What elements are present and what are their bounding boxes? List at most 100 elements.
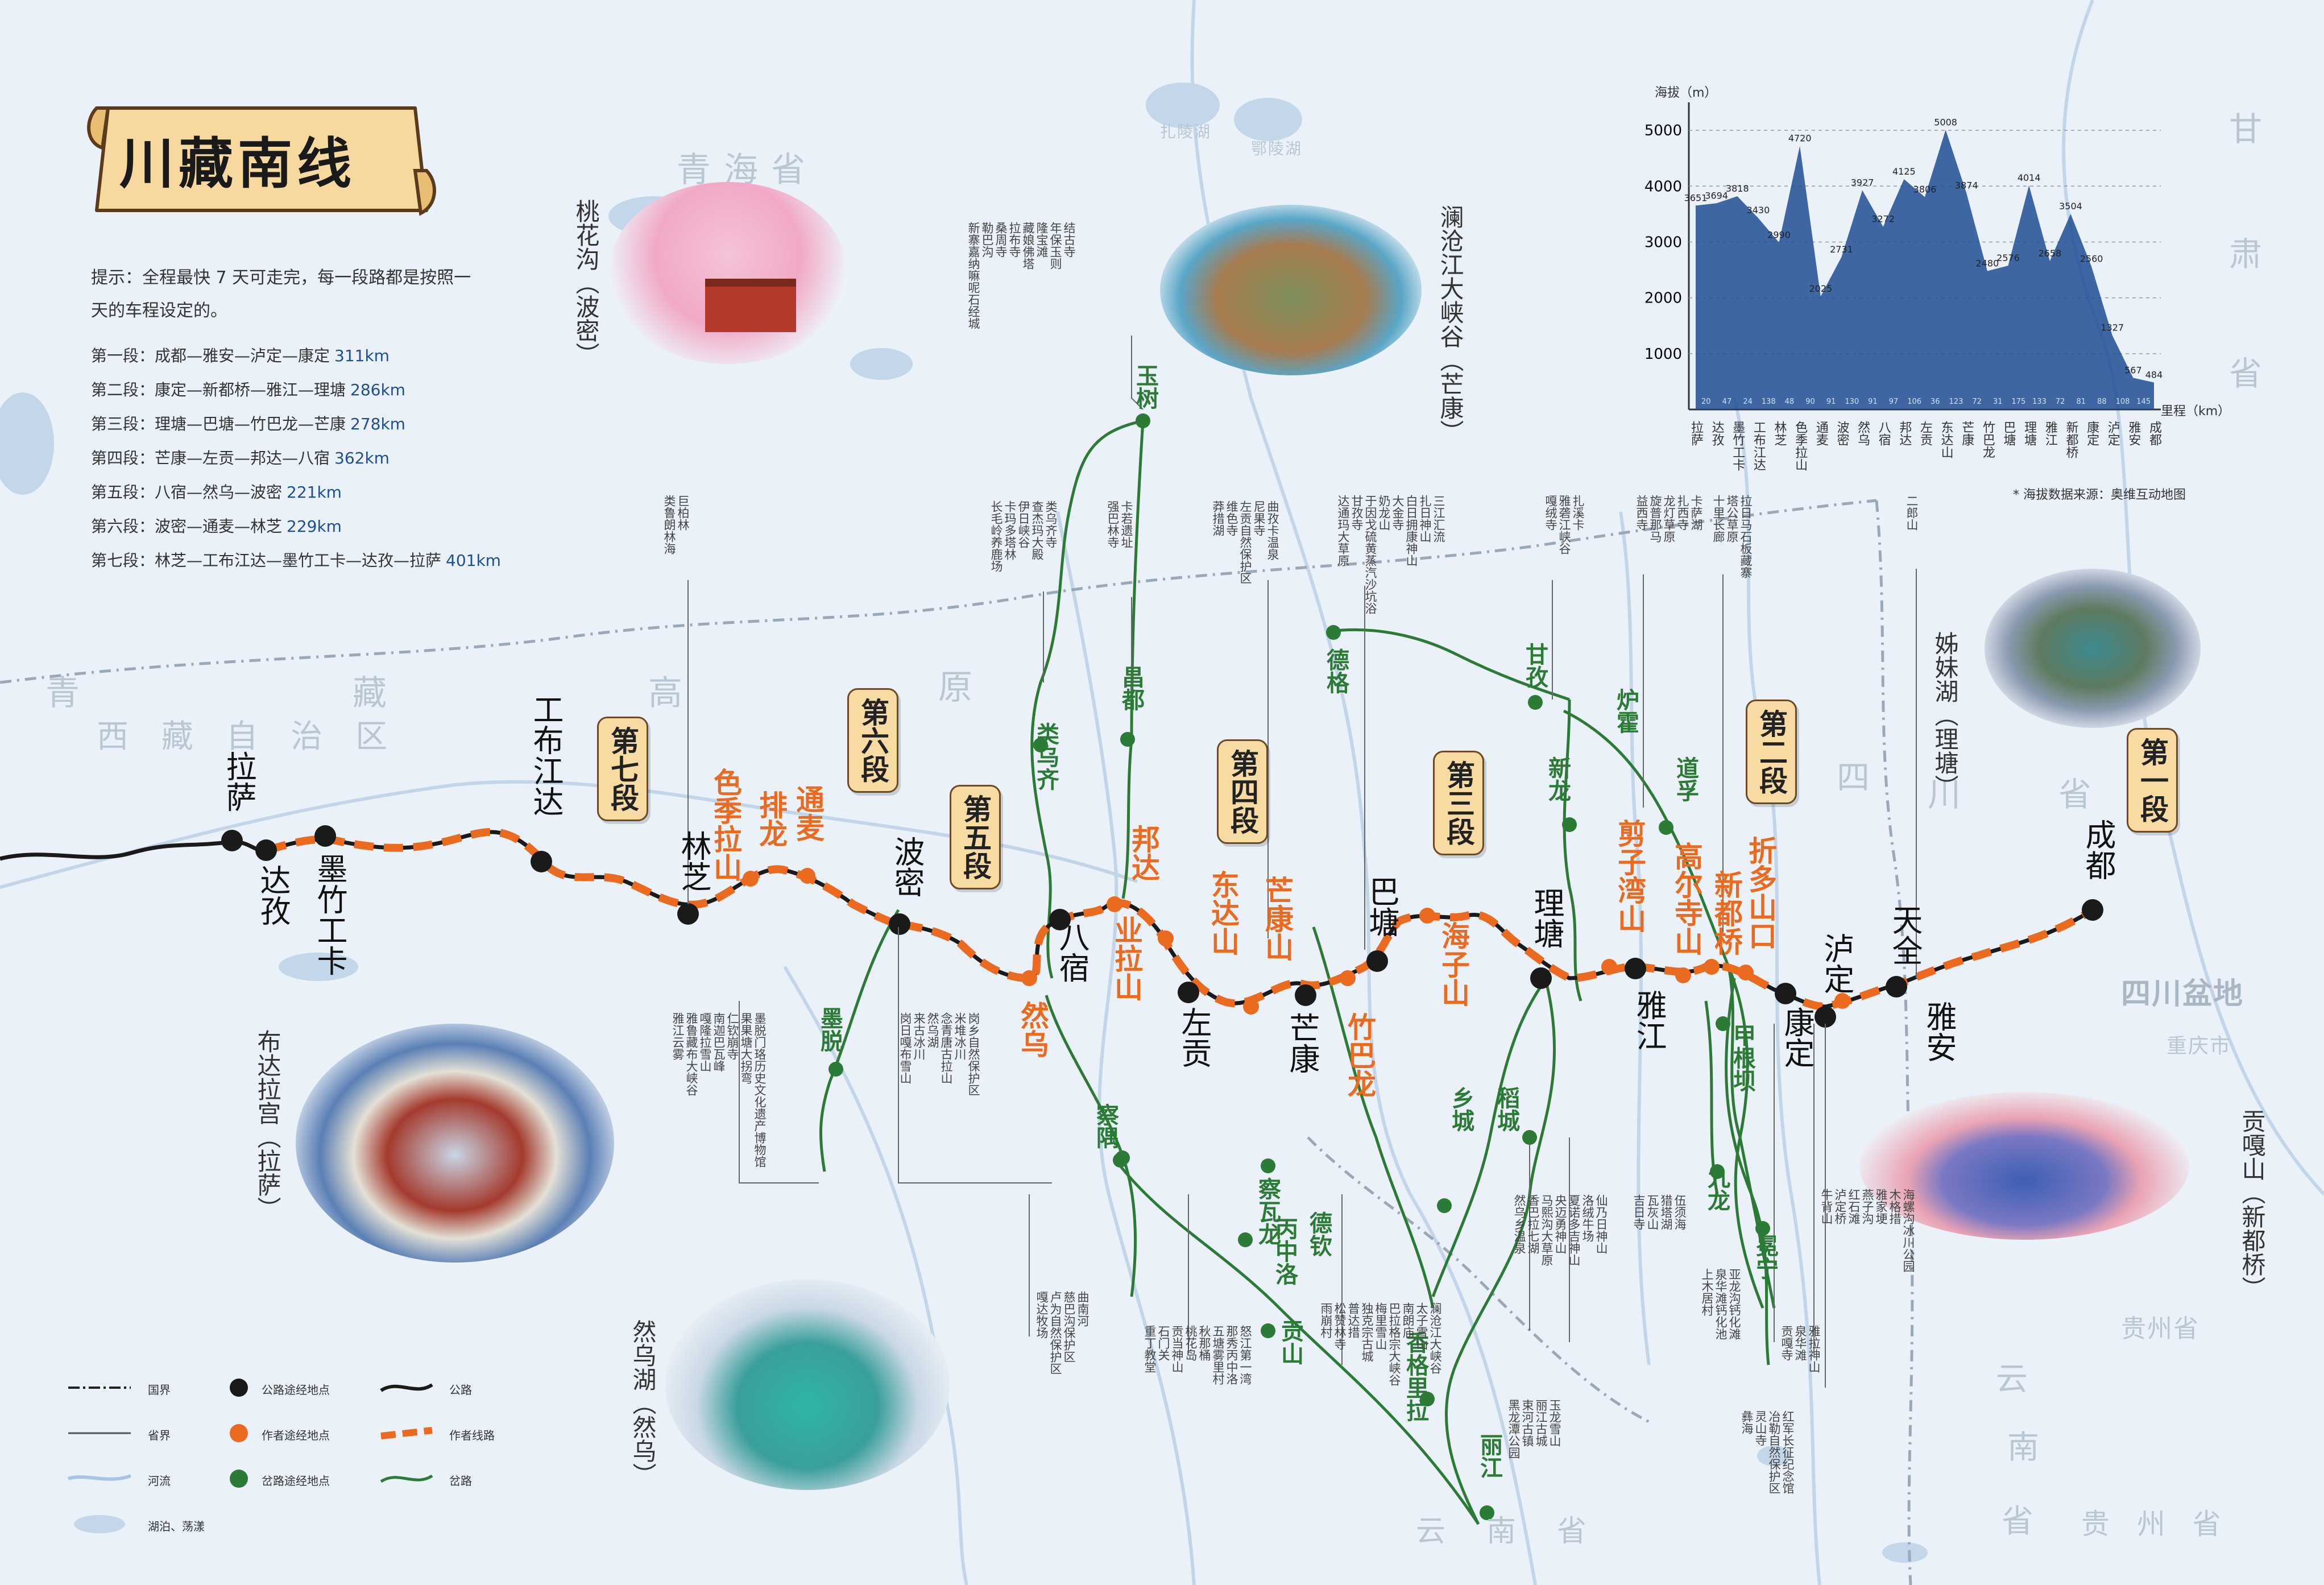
province-borders (0, 499, 1914, 1585)
elevation-mileage-label: 88 (2097, 398, 2107, 406)
elevation-value-label: 3818 (1726, 183, 1749, 194)
poi-chayu: 曲南河 慈巴沟保护区 卢为自然保护区 嘎达牧场 (1035, 1291, 1089, 1375)
author-stop-tongmai: 通麦 (792, 785, 825, 842)
stop-batang: 巴塘 (1364, 876, 1399, 937)
dot-zuogong (1178, 982, 1199, 1003)
author-stop-sejila: 色季拉山 (709, 768, 742, 882)
branch-stop-jiulong: 九龙 (1704, 1166, 1730, 1211)
stop-chengdu: 成都 (2080, 819, 2116, 880)
legend-label-branch-road: 岔路 (449, 1474, 472, 1488)
elevation-place-label: 东达山 (1938, 421, 1953, 458)
region-su: 肃 (2229, 235, 2264, 274)
caption-gongga: 贡嘎山（新都桥） (2238, 1109, 2266, 1300)
segment-label: 第四段：芒康—左贡—邦达—八宿 (91, 449, 330, 467)
branch-stop-gongshan: 贡山 (1277, 1319, 1303, 1365)
elevation-place-label: 成都 (2147, 421, 2161, 446)
elevation-xlabel: 里程（km） (2161, 404, 2230, 419)
author-stop-ranwu: 然乌 (1016, 1001, 1049, 1058)
elevation-place-label: 康定 (2085, 421, 2099, 446)
elevation-value-label: 2658 (2038, 248, 2061, 259)
branch-stop-xiangcheng: 乡城 (1448, 1086, 1474, 1132)
stop-mozhugongka: 墨竹工卡 (312, 853, 347, 976)
poi-yushu: 结古寺 年保玉则 隆宝滩 藏娘佛塔 拉布寺 桑周寺 勒巴沟 新寨嘉纳嘛呢石经城 (967, 222, 1076, 329)
segment-km: 221km (287, 483, 342, 502)
photo-taohuagou (608, 182, 847, 364)
author-stop-dongdashan: 东达山 (1207, 870, 1240, 955)
poi-changdu: 卡若遗址 强巴林寺 (1106, 500, 1133, 548)
stop-bomi: 波密 (889, 836, 925, 897)
elevation-place-label: 达孜 (1709, 421, 1724, 446)
region-nan: 南 (2007, 1429, 2040, 1466)
poi-jiagenba: 亚龙沟钙化滩 泉华滩钙化池 上木居村 (1700, 1268, 1741, 1340)
author-stop-gaoersi: 高尔寺山 (1670, 842, 1703, 955)
branch-stop-changdu: 昌都 (1118, 665, 1144, 711)
author-stop-yelashan: 业拉山 (1110, 916, 1143, 1001)
elevation-value-label: 484 (2145, 369, 2163, 380)
branch-stop-lijiang: 丽江 (1476, 1433, 1502, 1479)
author-route (266, 827, 2095, 1011)
tip-line-2: 天的车程设定的。 (91, 301, 227, 321)
segment-row-7: 第七段：林芝—工布江达—墨竹工卡—达孜—拉萨 401km (91, 544, 563, 578)
elevation-value-label: 2990 (1767, 229, 1791, 240)
segment-km: 401km (446, 551, 501, 570)
branch-stop-jiagenba: 甲根坝 (1729, 1024, 1755, 1092)
branch-stop-mianning: 冕宁 (1752, 1234, 1778, 1280)
elevation-value-label: 2480 (1976, 258, 1999, 269)
elevation-value-label: 3927 (1851, 177, 1874, 188)
caption-ranwuhu: 然乌湖（然乌） (629, 1319, 657, 1487)
elevation-mileage-label: 145 (2136, 398, 2151, 406)
elevation-yticks: 1000 2000 3000 4000 5000 (1644, 122, 1682, 363)
elevation-place-label: 波密 (1834, 421, 1849, 446)
elevation-mileage-label: 133 (2032, 398, 2047, 406)
segment-label: 第七段：林芝—工布江达—墨竹工卡—达孜—拉萨 (91, 551, 442, 570)
branch-stop-leiwuqi: 类乌齐 (1033, 722, 1059, 791)
elevation-place-label: 然乌 (1855, 421, 1870, 446)
elevation-place-label: 竹巴龙 (1980, 421, 1995, 458)
elevation-mileage: 20 47 24 138 48 90 91 130 91 97 106 36 123 72 31 175 133… (1701, 398, 2151, 406)
branch-stop-daocheng: 稻城 (1493, 1086, 1519, 1132)
stop-mangkang: 芒康 (1284, 1012, 1320, 1074)
dot-yajiang (1625, 958, 1646, 979)
region-sheng: 省 (2058, 775, 2093, 814)
author-stop-dots (743, 868, 1850, 1015)
elevation-ytick: 5000 (1644, 122, 1682, 139)
dot-bomi (889, 913, 910, 935)
elevation-value-label: 2576 (1996, 253, 2020, 263)
dot-mozhu (314, 825, 336, 847)
branch-stop-motuo: 墨脱 (817, 1007, 843, 1052)
stop-yajiang: 雅江 (1631, 990, 1667, 1051)
region-sichuan-basin: 四川盆地 (2121, 976, 2244, 1011)
elevation-value-label: 3874 (1955, 180, 1978, 191)
branch-stop-xinlong: 新龙 (1544, 756, 1571, 802)
elevation-value-label: 2731 (1830, 244, 1853, 255)
elevation-mileage-label: 24 (1743, 398, 1753, 406)
branch-stop-luhuo: 炉霍 (1613, 688, 1639, 734)
elevation-mileage-label: 36 (1931, 398, 1940, 406)
region-qing: 青 (45, 673, 81, 713)
elevation-value-label: 2025 (1809, 283, 1832, 294)
region-xizang: 西 藏 自 治 区 (97, 718, 399, 755)
elevation-place-label: 理塘 (2022, 421, 2037, 446)
elevation-value-label: 5008 (1934, 117, 1957, 127)
elevation-value-label: 3272 (1871, 214, 1895, 225)
elevation-ytick: 1000 (1644, 346, 1682, 363)
poi-linzhi: 巨柏林 类鲁朗林海 (662, 495, 690, 554)
branch-stop-deqin: 德钦 (1306, 1211, 1332, 1257)
photo-gongga (1859, 1092, 2189, 1240)
branch-stop-dots (828, 413, 1770, 1520)
segment-km: 229km (287, 517, 342, 536)
elevation-mileage-label: 90 (1805, 398, 1815, 406)
segment-row-1: 第一段：成都—雅安—泸定—康定 311km (91, 339, 563, 373)
author-stop-haizishan: 海子山 (1437, 921, 1470, 1007)
poi-daocheng: 仙乃日神山 洛绒牛场 夏诺多吉神山 央迈勇神山 马熙沟大草原 香巴拉七湖 然乌乡… (1513, 1194, 1608, 1266)
elevation-place-label: 邦达 (1897, 421, 1912, 446)
poi-ganzi: 三江汇流 扎日神山 白日拥康神山 大金寺 奶龙山 于因戈硫黄蒸汽沙坑浴 甘孜寺 … (1336, 495, 1445, 614)
branch-stop-yushu: 玉树 (1132, 364, 1158, 409)
elevation-place-label: 工布江达 (1751, 421, 1766, 471)
branch-stop-ganzi: 甘孜 (1522, 643, 1548, 688)
caption-zimeihu: 姊妹湖（理塘） (1931, 631, 1959, 798)
elevation-place-label: 八宿 (1876, 421, 1891, 446)
elevation-mileage-label: 106 (1907, 398, 1921, 406)
dot-luding (1815, 1006, 1836, 1028)
